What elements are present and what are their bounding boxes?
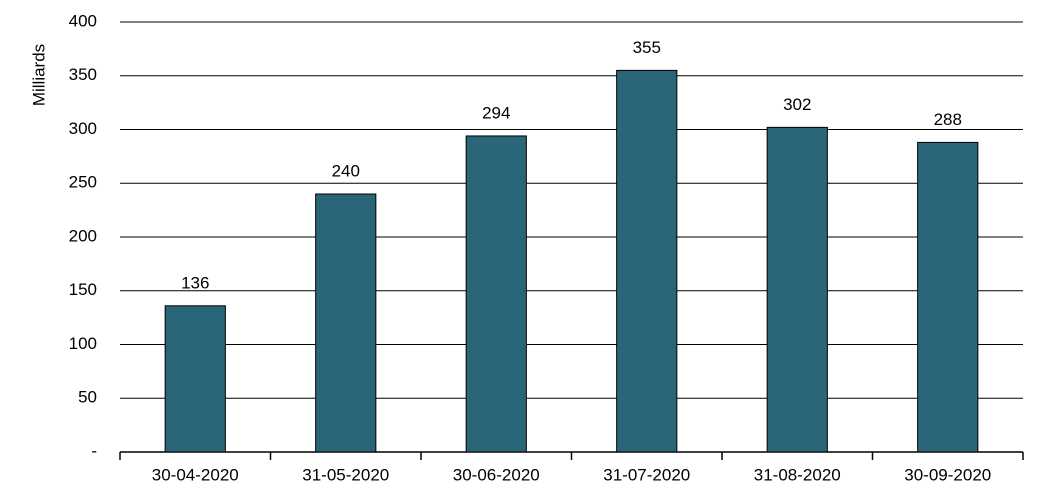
x-tick-label: 31-05-2020 — [302, 465, 389, 484]
data-label: 288 — [934, 110, 962, 129]
x-tick-label: 31-08-2020 — [754, 465, 841, 484]
y-tick-label: 150 — [69, 280, 97, 299]
bar — [315, 193, 377, 453]
x-tick-label: 31-07-2020 — [603, 465, 690, 484]
y-tick-label: 400 — [69, 11, 97, 30]
x-tick-label: 30-09-2020 — [904, 465, 991, 484]
data-label: 294 — [482, 103, 510, 122]
bar — [465, 135, 527, 453]
bar — [164, 305, 226, 453]
y-tick-label: 200 — [69, 226, 97, 245]
x-tick-label: 30-04-2020 — [152, 465, 239, 484]
bar — [917, 141, 979, 453]
data-label: 136 — [181, 273, 209, 292]
y-tick-label: 100 — [69, 334, 97, 353]
y-tick-label: 250 — [69, 173, 97, 192]
y-tick-label: 50 — [78, 388, 97, 407]
data-label: 240 — [332, 161, 360, 180]
data-label: 355 — [633, 38, 661, 57]
y-tick-label: - — [91, 441, 97, 460]
data-label: 302 — [783, 95, 811, 114]
y-tick-label: 350 — [69, 65, 97, 84]
y-axis-label: Milliards — [29, 44, 48, 106]
x-tick-label: 30-06-2020 — [453, 465, 540, 484]
bar — [766, 126, 828, 453]
y-tick-label: 300 — [69, 119, 97, 138]
bar — [616, 69, 678, 453]
